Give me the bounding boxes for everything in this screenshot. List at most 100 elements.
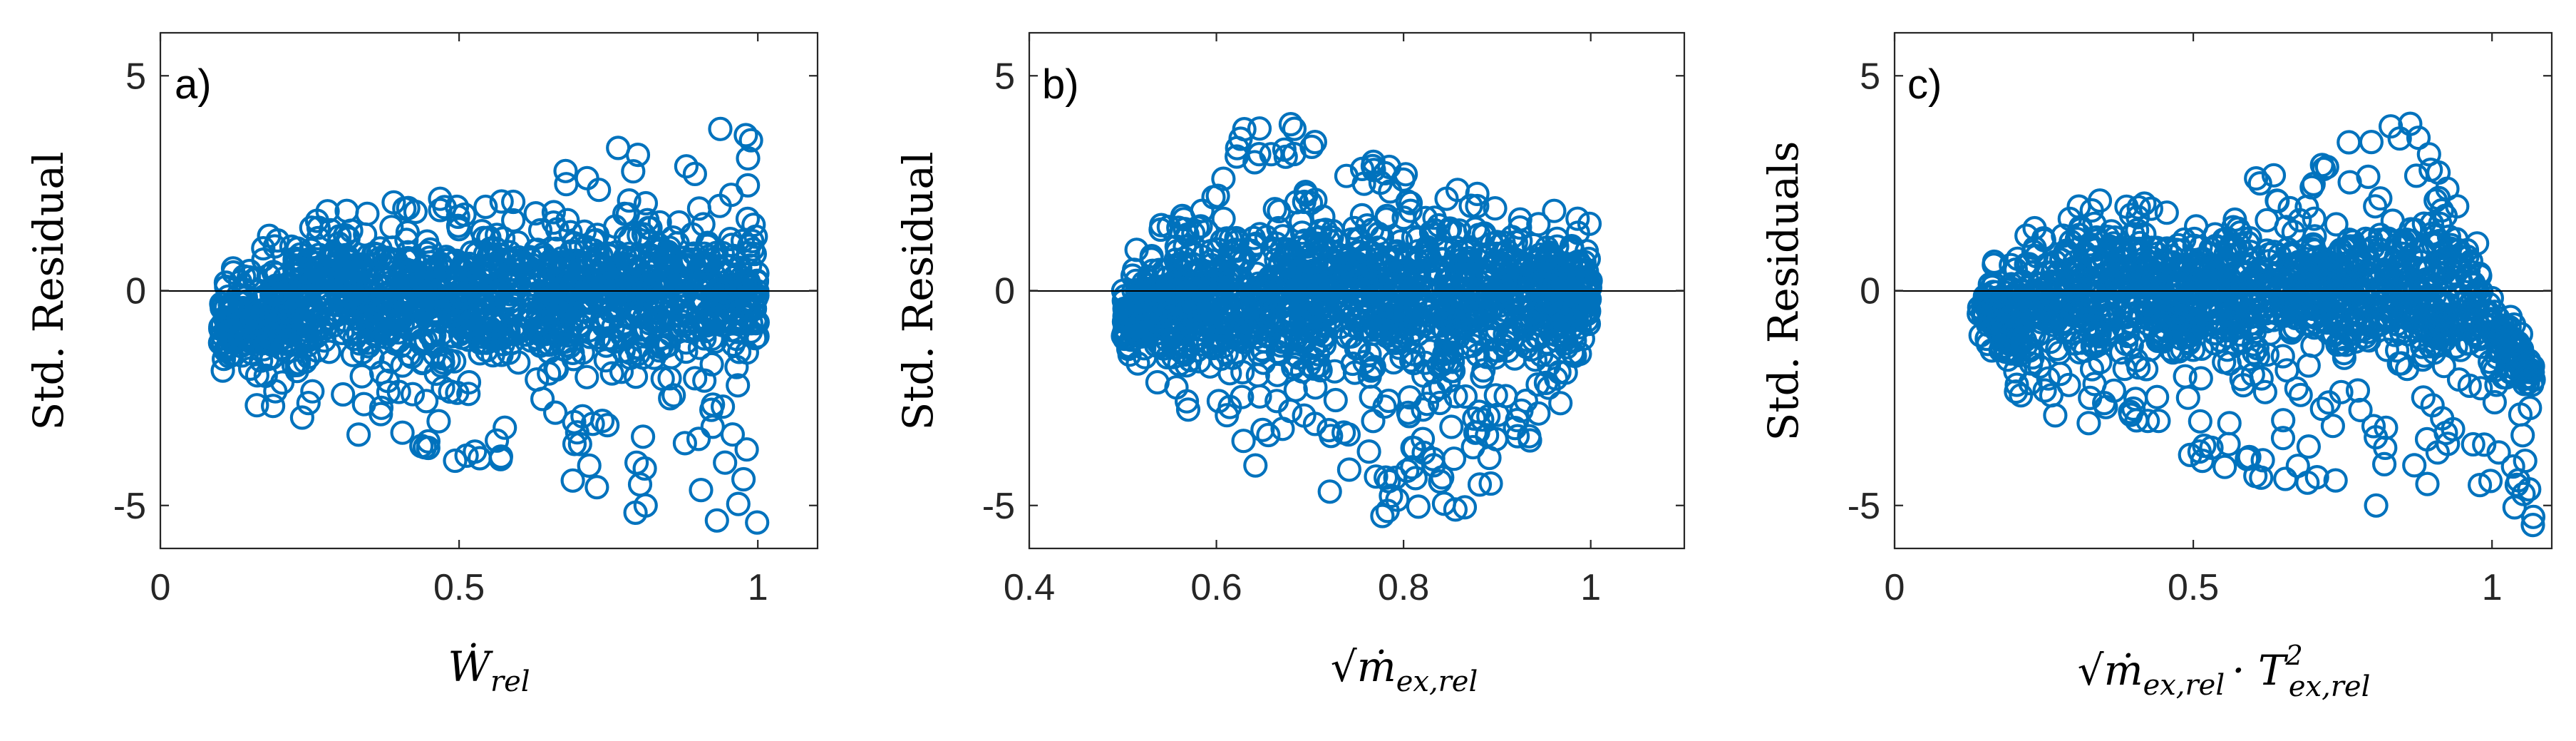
scatter-point [2217, 411, 2242, 436]
scatter-point [1125, 351, 1150, 376]
scatter-point [2271, 408, 2296, 433]
scatter-point [577, 453, 602, 479]
scatter-point [2135, 292, 2160, 317]
scatter-point [2261, 163, 2287, 188]
scatter-point [355, 201, 380, 226]
scatter-point [1382, 269, 1407, 294]
scatter-point [300, 379, 325, 404]
panel-b-points [1111, 112, 1603, 528]
scatter-point [1400, 435, 1425, 460]
scatter-point [244, 393, 269, 418]
scatter-point [720, 422, 746, 447]
scatter-point [2364, 424, 2389, 450]
scatter-point [2320, 414, 2345, 439]
scatter-point [2423, 298, 2448, 323]
scatter-point [2195, 269, 2220, 294]
scatter-point [674, 154, 699, 179]
scatter-point [2187, 439, 2212, 464]
scatter-point [589, 408, 615, 434]
y-tick-label: -5 [113, 486, 146, 527]
scatter-point [677, 305, 702, 329]
scatter-point [1503, 311, 1528, 336]
scatter-point [1544, 322, 1569, 347]
scatter-point [315, 199, 340, 224]
scatter-point [734, 437, 759, 462]
scatter-point [2216, 431, 2241, 456]
scatter-point [451, 315, 477, 339]
scatter-point [589, 243, 614, 268]
scatter-point [509, 318, 534, 344]
scatter-point [1277, 275, 1303, 300]
scatter-point [2082, 372, 2107, 397]
scatter-point [671, 245, 696, 270]
scatter-point [484, 428, 510, 453]
scatter-point [1165, 239, 1190, 264]
scatter-point [2428, 211, 2453, 236]
scatter-point [506, 350, 531, 375]
scatter-point [562, 280, 587, 305]
scatter-point [1565, 206, 1590, 231]
scatter-point [733, 123, 758, 148]
scatter-point [226, 282, 251, 307]
scatter-point [1548, 391, 1573, 416]
scatter-point [418, 250, 443, 275]
scatter-point [1489, 254, 1514, 280]
scatter-point [2468, 376, 2493, 401]
scatter-point [1376, 388, 1401, 414]
scatter-point [1310, 328, 1335, 353]
scatter-point [2287, 208, 2312, 232]
scatter-point [2323, 468, 2348, 493]
scatter-point [1231, 429, 1256, 454]
scatter-point [2363, 194, 2388, 219]
scatter-point [428, 198, 453, 223]
scatter-point [541, 200, 567, 225]
scatter-point [480, 319, 505, 344]
scatter-point [548, 292, 574, 317]
scatter-point [363, 294, 388, 320]
scatter-point [1542, 198, 1567, 223]
scatter-point [1270, 270, 1295, 295]
scatter-point [2285, 454, 2310, 479]
scatter-point [2520, 504, 2546, 529]
scatter-point [2404, 163, 2429, 188]
scatter-point [603, 214, 628, 239]
panel-a-label: a) [175, 61, 212, 108]
scatter-point [562, 409, 587, 434]
scatter-point [1247, 222, 1272, 247]
scatter-point [1282, 116, 1307, 141]
scatter-point [2212, 254, 2237, 279]
panel-b-xlabel-sub: ex,rel [1396, 665, 1478, 698]
scatter-point [1553, 360, 1578, 385]
scatter-point [296, 390, 321, 416]
scatter-point [526, 284, 551, 309]
scatter-point [2016, 252, 2041, 277]
y-tick-label: -5 [982, 486, 1015, 527]
scatter-point [403, 199, 428, 225]
scatter-point [284, 358, 309, 384]
scatter-point [1525, 372, 1550, 397]
scatter-point [351, 392, 376, 417]
panel-a: 0 0.5 1-505 a) Std. Residual Ẇrel [24, 31, 819, 698]
scatter-point [2441, 417, 2466, 441]
scatter-point [661, 383, 686, 408]
scatter-point [2446, 237, 2471, 263]
scatter-point [2188, 366, 2213, 391]
scatter-point [541, 210, 566, 235]
scatter-point [2039, 383, 2064, 408]
scatter-point [463, 439, 488, 464]
scatter-point [1190, 198, 1215, 223]
scatter-point [708, 116, 733, 141]
scatter-point [2265, 188, 2289, 213]
scatter-point [527, 267, 552, 292]
scatter-point [630, 424, 656, 449]
scatter-point [736, 145, 761, 171]
scatter-point [607, 287, 632, 313]
scatter-point [2005, 246, 2030, 271]
scatter-point [2387, 126, 2412, 151]
scatter-point [2237, 226, 2262, 251]
scatter-point [717, 296, 742, 321]
scatter-point [343, 252, 368, 277]
x-tick-label: 1 [748, 567, 768, 608]
scatter-point [2152, 248, 2177, 273]
scatter-point [745, 310, 771, 335]
